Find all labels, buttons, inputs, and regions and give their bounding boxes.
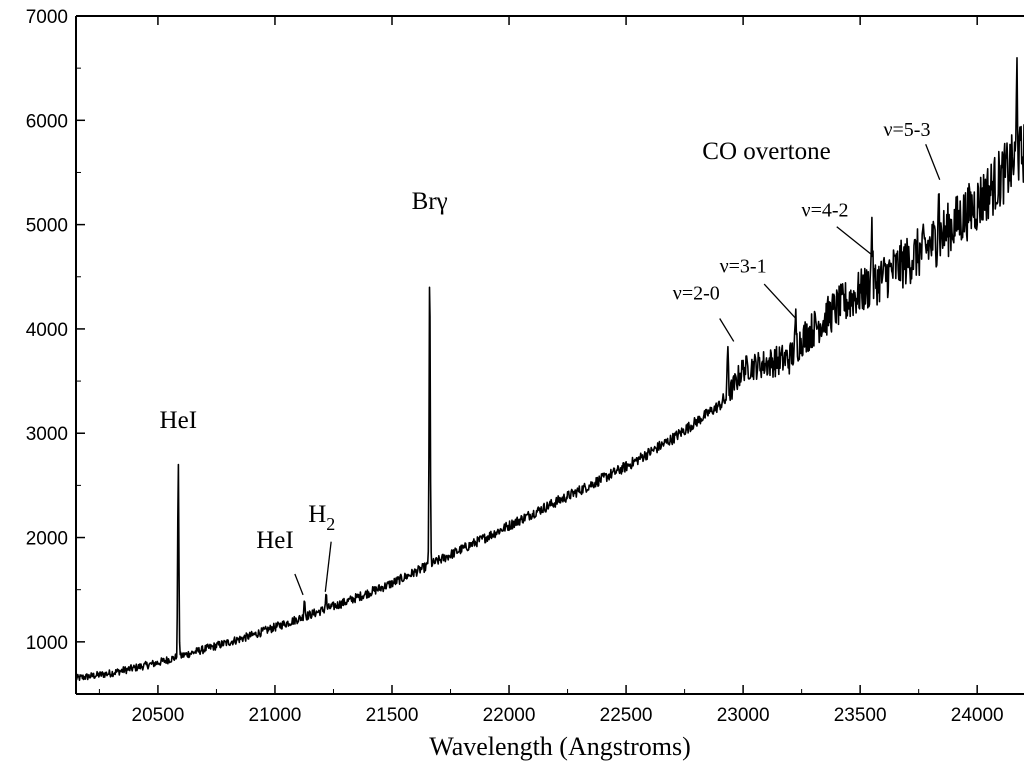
x-tick-label: 21500 bbox=[366, 705, 419, 726]
x-tick-label: 24000 bbox=[951, 705, 1004, 726]
pointer-hei-2 bbox=[294, 573, 304, 596]
x-tick-label: 22000 bbox=[483, 705, 536, 726]
series-layer bbox=[75, 56, 1024, 682]
y-tick-label: 1000 bbox=[26, 633, 68, 654]
label-hei-2: HeI bbox=[256, 527, 293, 554]
label-h2-subscript: 2 bbox=[326, 514, 335, 534]
label-v53: ν=5-3 bbox=[883, 119, 930, 141]
y-axis-ticks: 1000 2000 3000 4000 5000 6000 7000 bbox=[26, 7, 85, 695]
y-tick-label: 6000 bbox=[26, 111, 68, 132]
y-tick-label: 2000 bbox=[26, 529, 68, 550]
x-tick-label: 23000 bbox=[717, 705, 770, 726]
pointer-v31 bbox=[763, 283, 797, 319]
x-tick-label: 23500 bbox=[834, 705, 887, 726]
label-co-overtone: CO overtone bbox=[702, 138, 830, 165]
y-tick-label: 4000 bbox=[26, 320, 68, 341]
pointer-v53 bbox=[925, 144, 941, 181]
x-tick-label: 22500 bbox=[600, 705, 653, 726]
x-tick-label: 20500 bbox=[132, 705, 185, 726]
y-tick-label: 3000 bbox=[26, 424, 68, 445]
x-axis-title: Wavelength (Angstroms) bbox=[429, 732, 690, 761]
pointer-v42 bbox=[836, 226, 872, 255]
x-tick-label: 21000 bbox=[249, 705, 302, 726]
label-v20: ν=2-0 bbox=[673, 283, 720, 305]
label-v31: ν=3-1 bbox=[720, 256, 767, 278]
label-h2: H2 bbox=[308, 501, 335, 534]
x-axis-ticks: 20500 21000 21500 22000 22500 23000 23500 24000 bbox=[98, 16, 1004, 726]
spectrum-line bbox=[75, 56, 1024, 682]
label-hei-1: HeI bbox=[160, 407, 197, 434]
annotation-layer: HeI HeI H2 Brγ CO overtone ν=2-0ν=3-1 ν=4-2 ν=5… bbox=[160, 119, 941, 596]
y-tick-label: 5000 bbox=[26, 216, 68, 237]
pointer-h2 bbox=[324, 541, 332, 592]
pointer-v20 bbox=[719, 318, 735, 342]
plot-frame bbox=[75, 15, 1024, 695]
y-tick-label: 7000 bbox=[26, 7, 68, 28]
label-brgamma: Brγ bbox=[412, 188, 448, 215]
label-v42: ν=4-2 bbox=[802, 199, 849, 221]
